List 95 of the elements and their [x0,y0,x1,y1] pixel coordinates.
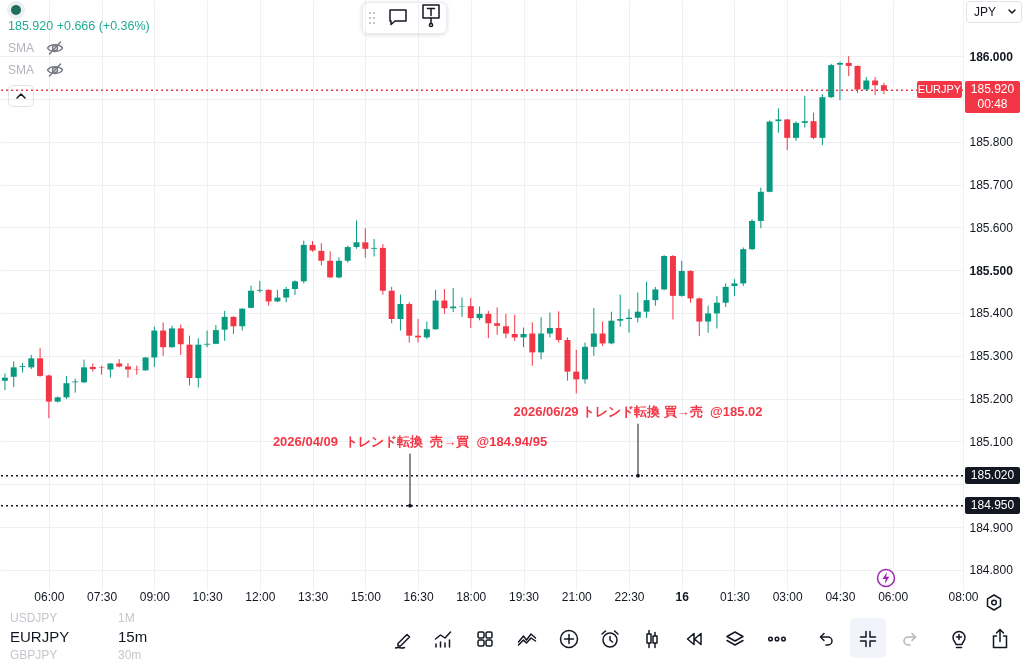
ref-line-label: 185.920 [969,82,1016,98]
candlestick [502,313,509,339]
annotation: SMA [8,63,35,77]
text: USDJPY [10,611,58,625]
candlestick [722,282,729,308]
candlestick [168,325,175,349]
candlestick [10,360,17,388]
candlestick [177,324,184,356]
candlestick [801,95,808,129]
candlestick [529,321,536,367]
x-tick-label: 06:00 [34,589,65,604]
text: EURJPY [10,628,70,645]
candlestick [713,295,720,329]
x-tick-label: 09:00 [139,589,171,604]
candlestick [37,347,44,378]
candlestick [63,375,70,400]
y-tick-label: 184.800 [969,563,1014,578]
text: 1M [118,611,135,625]
candlestick [485,310,492,339]
y-tick-label: 186.000 [969,49,1014,64]
candlestick [221,310,228,342]
candlestick [204,330,211,348]
text: GBPJPY [10,648,58,662]
annotation: EURJPY [917,81,962,99]
x-tick-label: 10:30 [192,589,223,604]
ref-line-label: 184.950 [965,497,1020,513]
text: 30m [118,648,142,662]
candlestick [1,372,8,391]
y-tick-label: 185.400 [969,306,1014,321]
candlestick [494,306,501,336]
candlestick [810,112,817,140]
candlestick [573,349,580,394]
annotation: 2026/04/09 トレンド転換 売→買 @184.94/95 [272,433,548,449]
x-tick-label: 04:30 [825,589,856,604]
candlestick [599,321,606,347]
x-tick-label: 16:30 [403,589,434,604]
candlestick [327,250,334,279]
candlestick [775,107,782,134]
y-tick-label: 185.300 [969,349,1014,364]
ref-line-label: 185.020 [965,467,1020,483]
y-tick-label: 185.700 [969,178,1014,193]
y-tick-label: 185.500 [969,263,1014,278]
candlestick [81,359,88,384]
x-tick-label: 19:30 [509,589,540,604]
y-tick-label: 184.900 [969,520,1014,535]
y-tick-label: 185.600 [969,220,1014,235]
text: 00:48 [976,97,1009,113]
text: JPY [974,5,997,19]
candlestick [845,55,852,77]
candlestick [705,305,712,334]
candlestick [634,291,641,323]
annotation: 185.920 +0.666 (+0.36%) [8,19,150,33]
annotation: SMA [8,41,35,55]
x-tick-label: 15:00 [350,589,382,604]
candlestick [555,310,562,344]
candlestick [590,307,597,357]
candlestick [617,294,624,328]
candlestick [467,297,474,329]
candlestick [353,220,360,250]
candlestick [546,312,553,338]
annotation: 2026/06/29 トレンド転換 買→売 @185.02 [513,403,763,419]
x-tick-label: 07:30 [87,589,118,604]
x-tick-label: 01:30 [719,589,751,604]
x-tick-label: 03:00 [772,589,804,604]
candlestick [538,316,545,360]
candlestick [397,294,404,332]
candlestick [318,242,325,266]
candlestick [696,297,703,337]
x-tick-label: 08:00 [948,589,979,604]
x-tick-label: 06:00 [878,589,909,604]
x-tick-label: 22:30 [614,589,645,604]
candlestick [239,307,246,332]
candlestick [608,311,615,345]
candlestick [362,227,369,259]
y-tick-label: 185.800 [969,135,1014,150]
x-tick-label: 13:30 [298,589,329,604]
x-tick-label: 21:00 [561,589,593,604]
y-tick-label: 185.200 [969,392,1014,407]
candlestick [836,61,843,101]
candlestick [643,281,650,319]
candlestick [335,256,342,279]
candlestick [793,120,799,142]
candlestick [784,118,791,151]
x-tick-label: 12:00 [245,589,276,604]
candlestick [291,279,298,296]
candlestick [441,288,448,315]
candlestick [458,297,465,318]
x-tick-label: 16 [675,589,690,604]
candlestick [652,286,659,307]
candlestick [371,238,378,257]
candlestick [160,321,167,357]
text: 15m [118,628,148,645]
x-tick-label: 18:00 [456,589,487,604]
candlestick [72,377,79,394]
y-tick-label: 185.100 [969,434,1014,449]
